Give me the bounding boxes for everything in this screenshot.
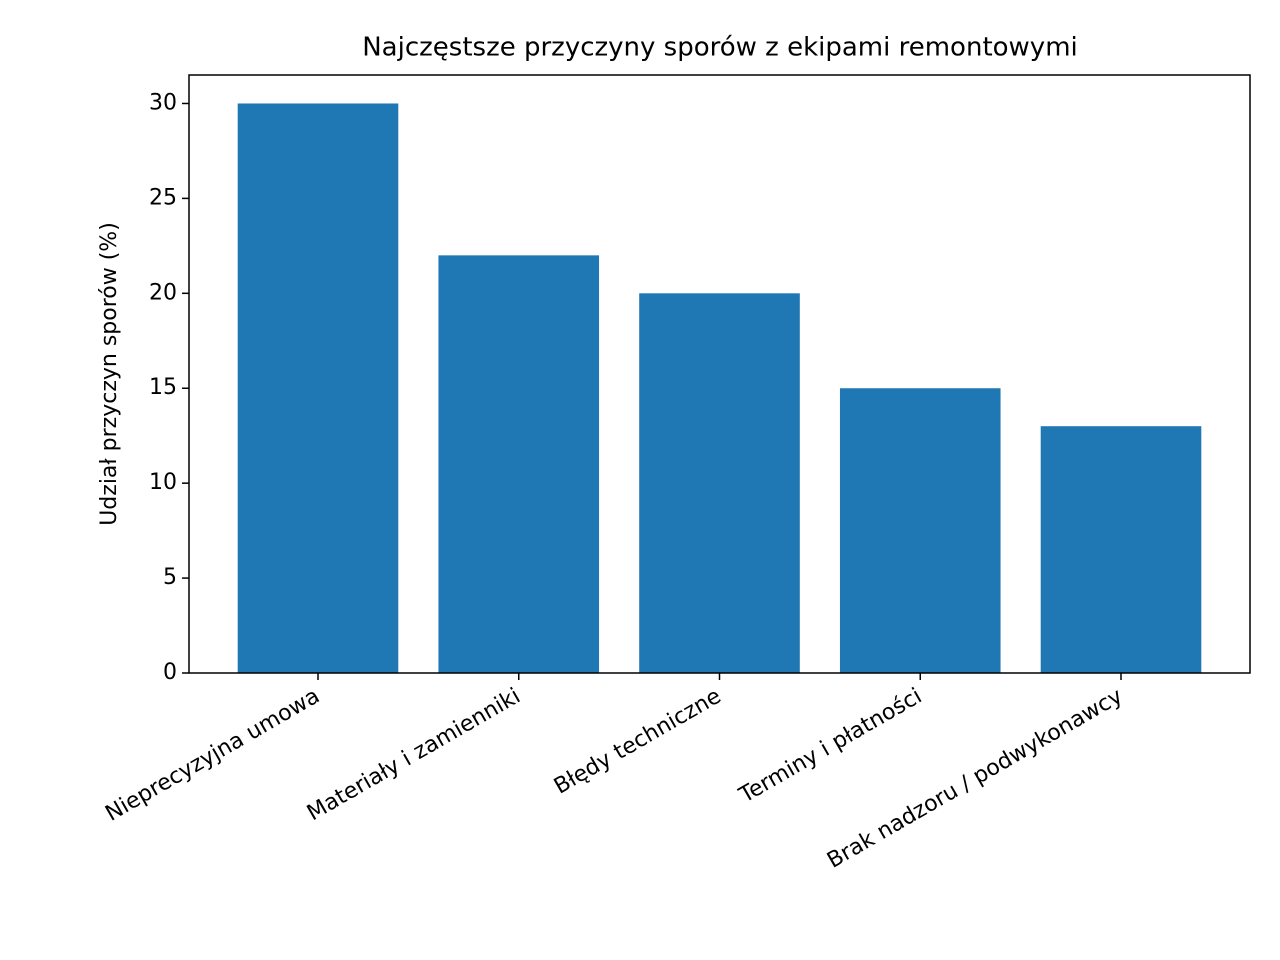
x-tick-label: Nieprecyzyjna umowa <box>101 684 324 827</box>
bar <box>237 103 399 673</box>
bar <box>839 388 1001 673</box>
y-tick-label: 25 <box>149 185 177 210</box>
bar <box>438 255 600 673</box>
y-tick-label: 20 <box>149 280 177 305</box>
x-tick-label: Materiały i zamienniki <box>303 684 525 826</box>
y-tick-label: 10 <box>149 470 177 495</box>
bar <box>639 293 800 673</box>
chart-title: Najczęstsze przyczyny sporów z ekipami r… <box>362 33 1078 63</box>
y-tick-label: 5 <box>163 565 177 590</box>
bar <box>1040 426 1202 673</box>
y-tick-label: 15 <box>149 375 177 400</box>
y-axis-label: Udział przyczyn sporów (%) <box>97 222 122 526</box>
plot-frame <box>188 74 1251 674</box>
y-tick-label: 0 <box>163 660 177 685</box>
x-tick-label: Błędy techniczne <box>550 684 726 800</box>
y-tick-label: 30 <box>149 90 177 115</box>
x-tick-label: Terminy i płatności <box>735 684 927 809</box>
